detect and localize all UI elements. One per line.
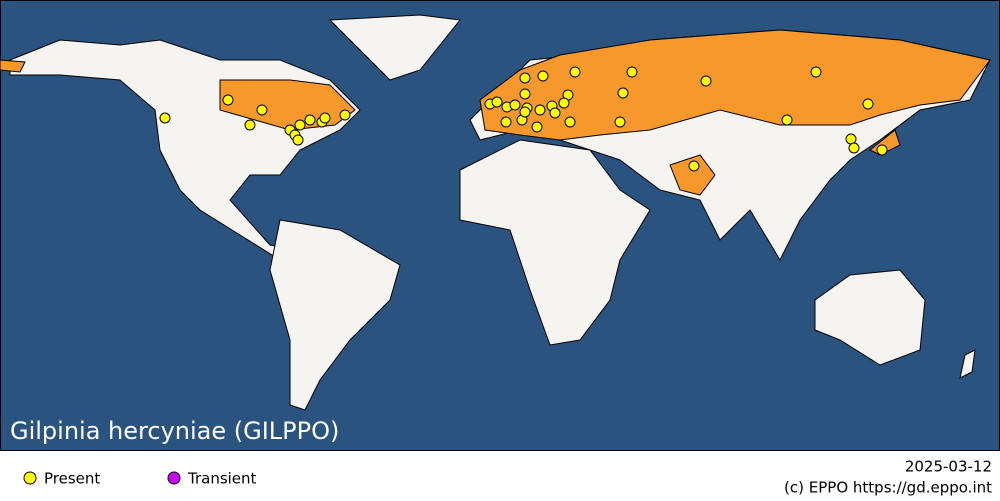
present-dot (810, 66, 822, 78)
present-dot (534, 104, 546, 116)
present-dot (339, 109, 351, 121)
present-dot (304, 114, 316, 126)
new-zealand (959, 349, 976, 379)
present-dot (781, 114, 793, 126)
present-dot (617, 87, 629, 99)
present-dot (319, 112, 331, 124)
legend-present-symbol (23, 471, 37, 485)
present-dot (848, 142, 860, 154)
present-dot (862, 98, 874, 110)
present-dot (519, 88, 531, 100)
australia (814, 269, 926, 366)
present-dot (549, 107, 561, 119)
present-dot (845, 133, 857, 145)
present-dot (537, 70, 549, 82)
present-dot (500, 116, 512, 128)
present-dot (222, 94, 234, 106)
map-title: Gilpinia hercyniae (GILPPO) (10, 417, 339, 445)
present-dot (558, 97, 570, 109)
europe-russia (479, 29, 991, 141)
present-dot (700, 75, 712, 87)
present-dot (256, 104, 268, 116)
legend-transient-symbol (167, 471, 181, 485)
present-dot (519, 106, 531, 118)
south-america (269, 219, 401, 411)
date: 2025-03-12 (905, 458, 992, 476)
present-dot (491, 96, 503, 108)
legend-label: Present (44, 470, 100, 488)
present-dot (292, 134, 304, 146)
present-dot (519, 72, 531, 84)
present-dot (614, 116, 626, 128)
present-dot (688, 160, 700, 172)
present-dot (564, 116, 576, 128)
present-dot (244, 119, 256, 131)
present-dot (531, 121, 543, 133)
present-dot (159, 112, 171, 124)
greenland (328, 14, 461, 81)
pakistan (669, 154, 716, 196)
alaska-tip (0, 59, 26, 73)
present-dot (294, 119, 306, 131)
legend-label: Transient (187, 470, 257, 488)
present-dot (569, 66, 581, 78)
present-dot (509, 99, 521, 111)
presence-dots (159, 66, 888, 172)
present-dot (626, 66, 638, 78)
present-dot (876, 144, 888, 156)
credit: (c) EPPO https://gd.eppo.int (784, 479, 992, 497)
